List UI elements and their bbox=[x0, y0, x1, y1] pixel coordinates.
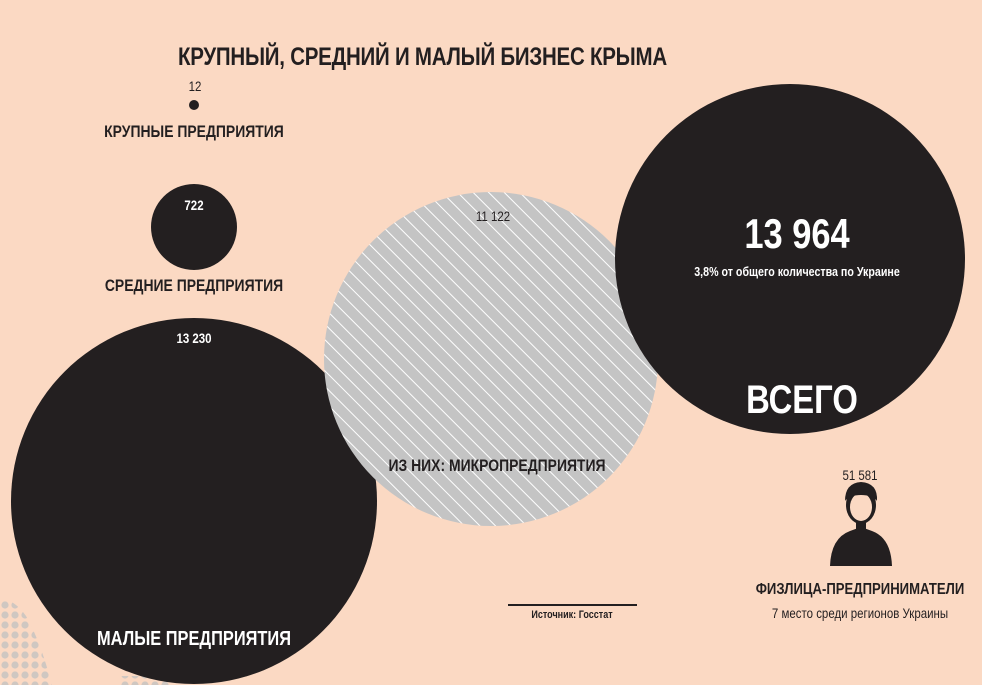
bubble-micro-enterprises bbox=[324, 192, 658, 526]
source-divider bbox=[508, 604, 637, 606]
total-share-note: 3,8% от общего количества по Украине bbox=[694, 264, 900, 279]
micro-enterprises-value: 11 122 bbox=[475, 208, 511, 224]
individual-entrepreneurs-rank: 7 место среди регионов Украины bbox=[771, 605, 949, 621]
total-label: ВСЕГО bbox=[746, 378, 858, 422]
bubble-medium-enterprises bbox=[151, 184, 237, 270]
large-enterprises-value: 12 bbox=[188, 78, 202, 94]
large-enterprises-label: КРУПНЫЕ ПРЕДПРИЯТИЯ bbox=[104, 122, 284, 141]
total-value: 13 964 bbox=[744, 210, 850, 257]
person-hair bbox=[846, 484, 876, 500]
dot-texture-decoration bbox=[0, 598, 52, 685]
micro-enterprises-label: ИЗ НИХ: МИКРОПРЕДПРИЯТИЯ bbox=[388, 456, 606, 475]
small-enterprises-label: МАЛЫЕ ПРЕДПРИЯТИЯ bbox=[96, 628, 292, 650]
bubble-total bbox=[615, 84, 965, 434]
individual-entrepreneurs-value: 51 581 bbox=[842, 467, 878, 483]
medium-enterprises-value: 722 bbox=[184, 197, 204, 213]
bubble-small-enterprises bbox=[11, 318, 377, 684]
individual-entrepreneurs-label: ФИЗЛИЦА-ПРЕДПРИНИМАТЕЛИ bbox=[755, 581, 965, 598]
small-enterprises-value: 13 230 bbox=[176, 330, 212, 346]
page-title: КРУПНЫЙ, СРЕДНИЙ И МАЛЫЙ БИЗНЕС КРЫМА bbox=[178, 43, 667, 71]
person-face bbox=[850, 493, 872, 521]
dot-texture-decoration-2 bbox=[120, 676, 170, 685]
medium-enterprises-label: СРЕДНИЕ ПРЕДПРИЯТИЯ bbox=[104, 276, 284, 295]
bubble-large-enterprises bbox=[189, 100, 199, 110]
source-note: Источник: Госстат bbox=[531, 609, 613, 621]
